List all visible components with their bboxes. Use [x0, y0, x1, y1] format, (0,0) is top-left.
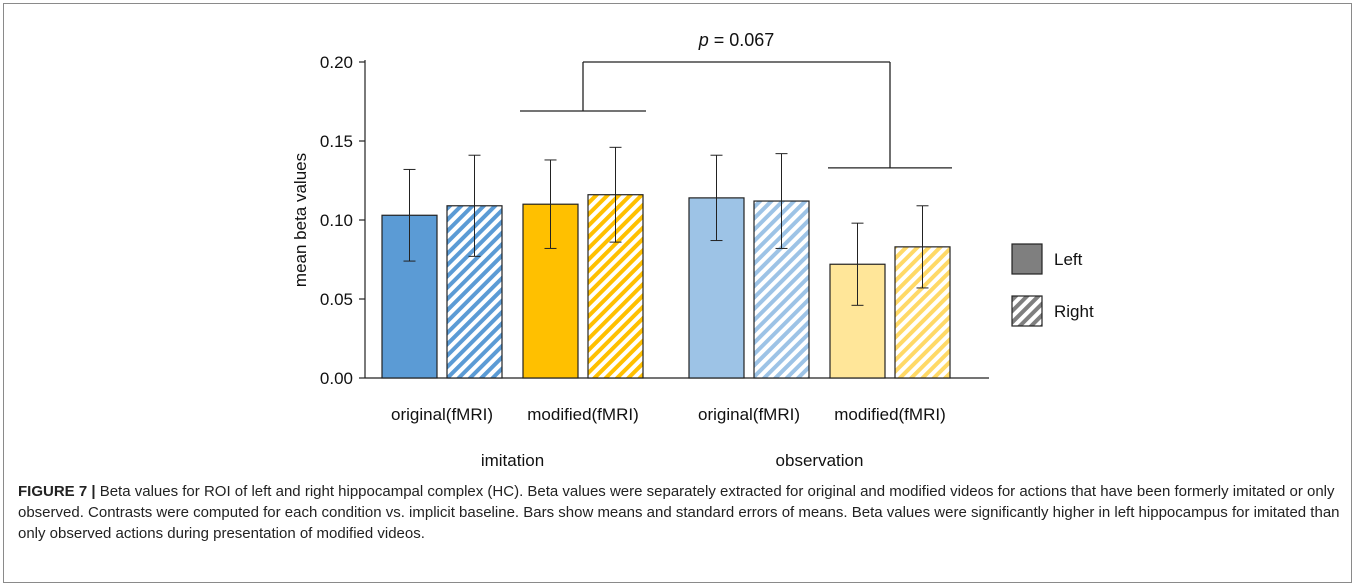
figure-caption: FIGURE 7 | Beta values for ROI of left a…	[18, 481, 1348, 544]
y-tick-label: 0.20	[320, 53, 353, 72]
legend-swatch-left	[1011, 243, 1043, 275]
x-subcategory-label: original(fMRI)	[698, 405, 800, 424]
x-subcategory-label: original(fMRI)	[391, 405, 493, 424]
p-value-annotation: p = 0.067	[698, 30, 775, 50]
figure-frame: 0.00 0.05 0.10 0.15 0.20 mean beta values orig…	[3, 3, 1352, 583]
y-tick-label: 0.10	[320, 211, 353, 230]
y-tick-label: 0.05	[320, 290, 353, 309]
legend-swatch-right	[1011, 295, 1043, 327]
legend-label-right: Right	[1054, 302, 1094, 321]
p-symbol: p	[698, 30, 709, 50]
legend-label-left: Left	[1054, 250, 1083, 269]
p-value: = 0.067	[709, 30, 775, 50]
y-tick-label: 0.00	[320, 369, 353, 388]
x-group-label: imitation	[481, 451, 544, 470]
y-axis-label: mean beta values	[291, 153, 310, 287]
x-group-label: observation	[776, 451, 864, 470]
caption-label: FIGURE 7 |	[18, 483, 96, 500]
x-subcategory-label: modified(fMRI)	[527, 405, 638, 424]
bar-chart: 0.00 0.05 0.10 0.15 0.20 mean beta values orig…	[291, 30, 1094, 470]
y-tick-label: 0.15	[320, 132, 353, 151]
x-subcategory-label: modified(fMRI)	[834, 405, 945, 424]
caption-text: Beta values for ROI of left and right hi…	[18, 483, 1340, 542]
